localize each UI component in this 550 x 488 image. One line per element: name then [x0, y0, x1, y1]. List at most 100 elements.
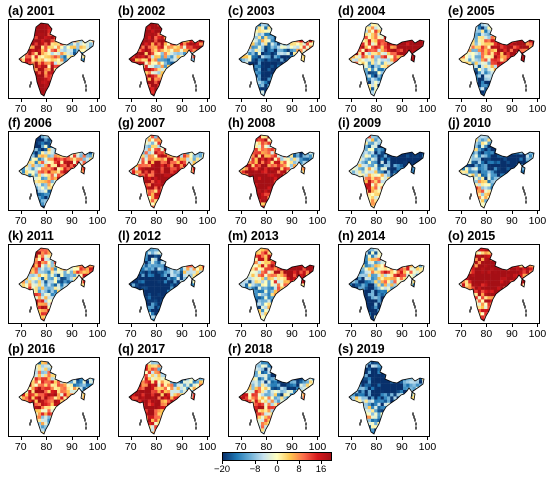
- x-tick-mark: [376, 437, 378, 440]
- x-tick-mark: [156, 211, 158, 214]
- map-panel: (m) 2013 70 80 90 100: [226, 229, 326, 341]
- island-outline: [248, 196, 251, 200]
- x-tick-label: 90: [396, 441, 408, 453]
- island-outline: [302, 299, 305, 303]
- x-tick-label: 90: [396, 328, 408, 340]
- island-outline: [359, 306, 362, 310]
- x-tick-label: 70: [124, 103, 137, 115]
- country-outline: [238, 134, 315, 209]
- island-outline: [305, 196, 308, 200]
- x-tick-mark: [240, 324, 242, 327]
- island-outline: [305, 422, 308, 426]
- island-outline: [415, 422, 418, 426]
- x-tick-label: 80: [480, 103, 493, 115]
- x-tick-label: 100: [308, 441, 327, 453]
- x-tick-mark: [130, 324, 132, 327]
- x-axis: 70 80 90 100: [228, 324, 326, 341]
- x-tick-mark: [486, 324, 488, 327]
- panel-title: (s) 2019: [338, 342, 385, 356]
- x-tick-mark: [130, 211, 132, 214]
- x-tick-label: 70: [234, 215, 247, 227]
- island-outline: [249, 419, 252, 423]
- x-tick-label: 80: [40, 215, 53, 227]
- india-map: [238, 22, 315, 97]
- island-outline: [415, 426, 418, 430]
- island-outline: [468, 309, 471, 313]
- island-outline: [522, 74, 525, 78]
- map-panel: (d) 2004 70 80 90 100: [336, 4, 436, 116]
- x-tick-mark: [537, 211, 539, 214]
- x-tick-mark: [97, 324, 99, 327]
- map-frame: [118, 244, 210, 324]
- island-outline: [192, 299, 195, 303]
- island-outline: [83, 77, 86, 81]
- panel-title: (l) 2012: [118, 229, 162, 243]
- x-tick-mark: [181, 99, 183, 102]
- x-tick-mark: [511, 324, 513, 327]
- island-outline: [413, 189, 416, 193]
- colorbar-tick-mark: [321, 461, 322, 464]
- x-tick-mark: [266, 324, 268, 327]
- x-tick-label: 90: [176, 441, 188, 453]
- island-outline: [195, 422, 198, 426]
- colorbar-gradient: [222, 452, 332, 461]
- x-tick-label: 90: [176, 103, 188, 115]
- island-outline: [193, 415, 196, 419]
- x-tick-mark: [130, 99, 132, 102]
- island-outline: [192, 412, 195, 416]
- island-outline: [525, 313, 528, 317]
- x-tick-label: 70: [14, 328, 27, 340]
- x-axis: 70 80 90 100: [8, 437, 106, 454]
- island-outline: [305, 88, 308, 92]
- x-axis: 70 80 90 100: [118, 99, 216, 116]
- x-axis: 70 80 90 100: [228, 211, 326, 228]
- colorbar-tick-mark: [222, 461, 223, 464]
- x-tick-mark: [460, 211, 462, 214]
- island-outline: [415, 196, 418, 200]
- map-panel: (e) 2005 70 80 90 100: [446, 4, 546, 116]
- x-tick-label: 90: [66, 328, 78, 340]
- x-tick-mark: [401, 211, 403, 214]
- x-tick-label: 90: [396, 103, 408, 115]
- india-map: [458, 22, 535, 97]
- island-outline: [138, 196, 141, 200]
- island-outline: [138, 309, 141, 313]
- x-tick-label: 70: [124, 441, 137, 453]
- x-tick-label: 100: [528, 328, 547, 340]
- map-frame: [8, 131, 100, 211]
- x-axis: 70 80 90 100: [448, 324, 546, 341]
- x-axis: 70 80 90 100: [118, 324, 216, 341]
- colorbar-tick-mark: [255, 461, 256, 464]
- map-panel: (c) 2003 70 80 90 100: [226, 4, 326, 116]
- india-map: [18, 134, 95, 209]
- map-panel: (p) 2016 70 80 90 100: [6, 342, 106, 454]
- x-tick-mark: [240, 211, 242, 214]
- map-panel: (g) 2007 70 80 90 100: [116, 116, 216, 228]
- country-outline: [238, 247, 315, 322]
- x-tick-label: 90: [176, 215, 188, 227]
- x-tick-label: 90: [506, 215, 518, 227]
- x-tick-mark: [401, 437, 403, 440]
- map-panel: (i) 2009 70 80 90 100: [336, 116, 436, 228]
- x-tick-label: 90: [66, 215, 78, 227]
- x-tick-mark: [20, 99, 22, 102]
- map-frame: [338, 19, 430, 99]
- x-tick-mark: [156, 437, 158, 440]
- island-outline: [303, 189, 306, 193]
- x-tick-label: 80: [480, 215, 493, 227]
- island-outline: [84, 192, 87, 196]
- island-outline: [525, 196, 528, 200]
- x-axis: 70 80 90 100: [228, 99, 326, 116]
- x-tick-mark: [427, 437, 429, 440]
- x-tick-mark: [291, 211, 293, 214]
- panel-title: (j) 2010: [448, 116, 492, 130]
- map-panel: (q) 2017 70 80 90 100: [116, 342, 216, 454]
- island-outline: [303, 77, 306, 81]
- panel-title: (h) 2008: [228, 116, 276, 130]
- island-outline: [28, 84, 31, 88]
- panel-title: (b) 2002: [118, 4, 166, 18]
- island-outline: [82, 74, 85, 78]
- country-outline: [348, 247, 425, 322]
- x-tick-label: 80: [370, 441, 383, 453]
- panel-title: (f) 2006: [8, 116, 52, 130]
